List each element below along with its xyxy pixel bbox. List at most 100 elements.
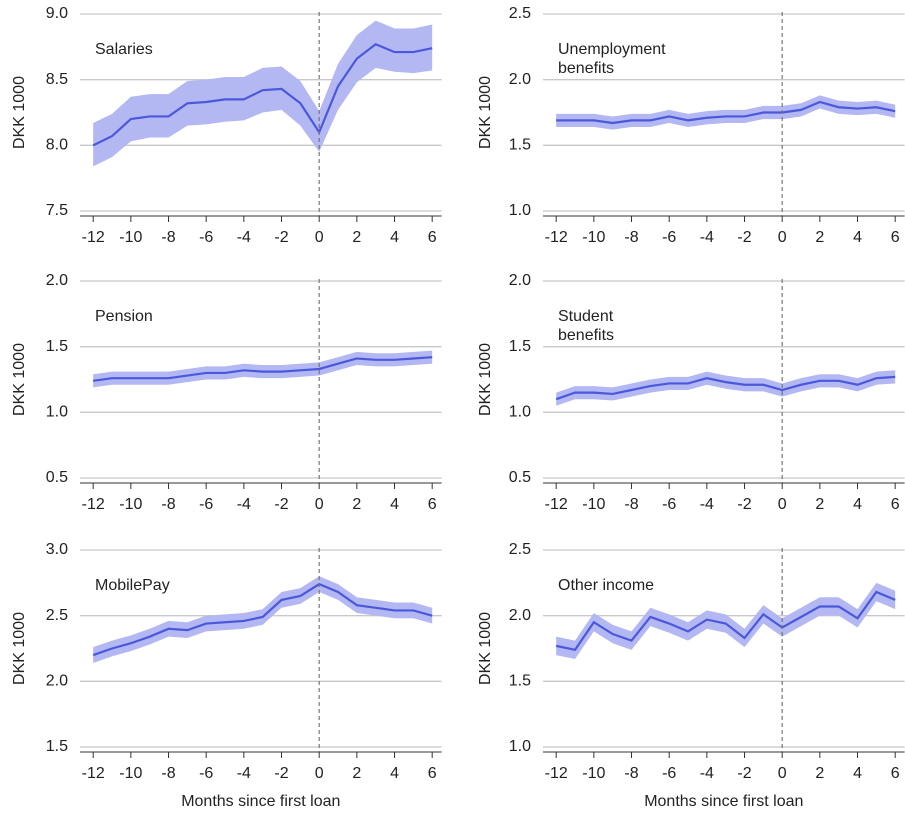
x-tick-label: 2	[815, 496, 824, 513]
data-line	[93, 356, 433, 382]
x-tick-label: 4	[390, 765, 399, 782]
y-axis-label: DKK 1000	[477, 612, 494, 685]
x-tick-label: 4	[390, 229, 399, 246]
x-tick-label: -8	[624, 765, 638, 782]
x-axis-label: Months since first loan	[181, 793, 340, 810]
y-tick-label: 3.0	[46, 541, 68, 558]
confidence-band	[556, 95, 896, 130]
x-tick-label: -2	[274, 496, 288, 513]
x-tick-label: -2	[737, 765, 751, 782]
x-tick-label: -4	[237, 496, 251, 513]
y-axis-label: DKK 1000	[11, 343, 28, 416]
confidence-band	[93, 350, 433, 388]
panel-title: Student benefits	[558, 308, 614, 344]
x-tick-label: 4	[390, 496, 399, 513]
y-tick-label: 1.0	[509, 202, 531, 219]
y-axis-label: DKK 1000	[477, 76, 494, 149]
x-tick-label: -8	[161, 229, 175, 246]
x-tick-label: 0	[778, 229, 787, 246]
y-axis-label: DKK 1000	[11, 612, 28, 685]
x-tick-label: -6	[199, 765, 213, 782]
y-tick-label: 9.0	[46, 5, 68, 22]
panel-title: Pension	[95, 308, 153, 325]
x-tick-label: -12	[82, 229, 105, 246]
data-line	[556, 100, 896, 125]
x-tick-label: 0	[315, 496, 324, 513]
y-tick-label: 2.0	[509, 71, 531, 88]
x-tick-label: -4	[700, 765, 714, 782]
x-tick-label: 6	[891, 229, 900, 246]
x-tick-label: -12	[82, 765, 105, 782]
x-tick-label: -4	[237, 765, 251, 782]
confidence-band	[93, 20, 433, 167]
x-tick-label: 4	[853, 496, 862, 513]
x-tick-label: -12	[545, 229, 568, 246]
x-tick-label: -6	[662, 496, 676, 513]
y-tick-label: 2.0	[46, 673, 68, 690]
y-axis-label: DKK 1000	[477, 343, 494, 416]
data-line	[92, 42, 433, 147]
x-tick-label: 2	[815, 229, 824, 246]
x-tick-label: -8	[161, 496, 175, 513]
confidence-band	[556, 582, 896, 660]
x-tick-label: -10	[119, 496, 142, 513]
x-tick-label: -10	[119, 765, 142, 782]
y-tick-label: 2.5	[509, 541, 531, 558]
x-tick-label: 6	[428, 229, 437, 246]
x-tick-label: 2	[352, 496, 361, 513]
x-tick-label: -6	[199, 229, 213, 246]
data-line	[555, 375, 896, 401]
x-tick-label: -8	[624, 496, 638, 513]
x-tick-label: -2	[274, 765, 288, 782]
x-tick-label: 0	[315, 229, 324, 246]
x-tick-label: -2	[737, 496, 751, 513]
y-tick-label: 2.0	[509, 607, 531, 624]
x-tick-label: -8	[161, 765, 175, 782]
x-tick-label: -2	[737, 229, 751, 246]
x-tick-label: -10	[582, 496, 605, 513]
x-tick-label: 6	[428, 496, 437, 513]
confidence-band	[556, 370, 896, 406]
panel-title: Unemployment benefits	[558, 41, 666, 77]
y-tick-label: 1.0	[509, 404, 531, 421]
y-tick-label: 0.5	[46, 469, 68, 486]
x-tick-label: -4	[700, 229, 714, 246]
y-tick-label: 8.5	[46, 71, 68, 88]
y-tick-label: 0.5	[509, 469, 531, 486]
y-tick-label: 7.5	[46, 202, 68, 219]
x-tick-label: 0	[315, 765, 324, 782]
x-tick-label: -12	[82, 496, 105, 513]
x-tick-label: -2	[274, 229, 288, 246]
data-line	[92, 582, 433, 657]
x-tick-label: -4	[237, 229, 251, 246]
y-tick-label: 1.0	[509, 738, 531, 755]
y-tick-label: 1.5	[509, 673, 531, 690]
data-line	[555, 590, 896, 652]
y-tick-label: 1.5	[46, 338, 68, 355]
x-tick-label: -4	[700, 496, 714, 513]
x-tick-label: -10	[582, 229, 605, 246]
x-tick-label: -10	[582, 765, 605, 782]
x-tick-label: -12	[545, 765, 568, 782]
y-tick-label: 1.0	[46, 404, 68, 421]
panel-title: Salaries	[95, 41, 153, 58]
x-tick-label: -6	[662, 765, 676, 782]
x-tick-label: -10	[119, 229, 142, 246]
y-tick-label: 1.5	[46, 738, 68, 755]
panel-title: MobilePay	[95, 577, 170, 594]
x-tick-label: 2	[352, 229, 361, 246]
panel-title: Other income	[558, 577, 654, 594]
y-axis-label: DKK 1000	[11, 76, 28, 149]
y-tick-label: 1.5	[509, 338, 531, 355]
y-tick-label: 1.5	[509, 137, 531, 154]
y-tick-label: 2.5	[46, 607, 68, 624]
x-tick-label: 2	[352, 765, 361, 782]
y-tick-label: 2.5	[509, 5, 531, 22]
x-tick-label: 6	[891, 496, 900, 513]
x-tick-label: -6	[199, 496, 213, 513]
x-tick-label: 4	[853, 229, 862, 246]
y-tick-label: 8.0	[46, 137, 68, 154]
x-tick-label: -8	[624, 229, 638, 246]
